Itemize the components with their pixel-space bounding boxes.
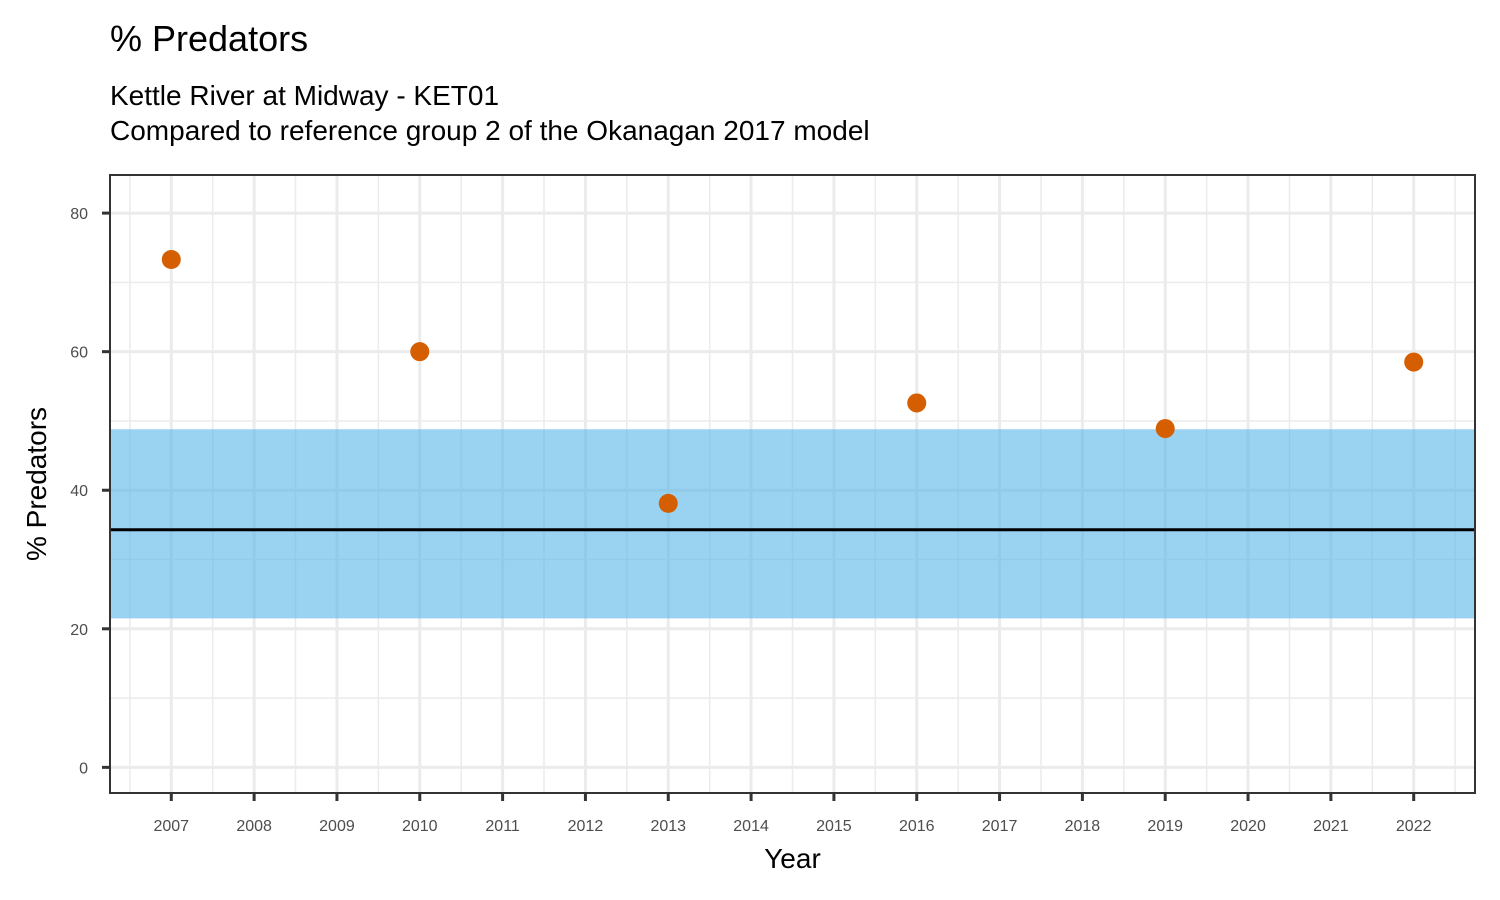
x-tick-label: 2011	[485, 818, 520, 835]
data-point	[658, 493, 678, 513]
y-axis: 0 20 40 60 80	[70, 206, 110, 777]
chart-subtitle-site: Kettle River at Midway - KET01	[110, 80, 500, 111]
x-axis-title: Year	[764, 843, 821, 874]
x-tick-label: 2012	[568, 818, 604, 835]
y-tick-label: 20	[70, 622, 88, 639]
data-point	[161, 250, 181, 270]
y-tick-label: 60	[70, 345, 88, 362]
x-tick-label: 2018	[1065, 818, 1101, 835]
x-tick-label: 2009	[319, 818, 355, 835]
x-tick-label: 2007	[153, 818, 189, 835]
y-tick-label: 0	[79, 760, 88, 777]
data-point	[907, 393, 927, 413]
x-tick-label: 2022	[1396, 818, 1432, 835]
data-point	[1155, 419, 1175, 439]
y-axis-title: % Predators	[21, 407, 52, 561]
y-tick-label: 80	[70, 206, 88, 223]
x-tick-label: 2008	[236, 818, 272, 835]
x-tick-label: 2017	[982, 818, 1018, 835]
panel-border	[109, 174, 1476, 794]
chart-subtitle-reference: Compared to reference group 2 of the Oka…	[110, 115, 870, 146]
data-points	[161, 250, 1424, 513]
x-tick-label: 2015	[816, 818, 852, 835]
x-tick-label: 2010	[402, 818, 438, 835]
data-point	[1404, 352, 1424, 372]
x-tick-label: 2019	[1147, 818, 1183, 835]
y-tick-label: 40	[70, 483, 88, 500]
x-tick-label: 2021	[1313, 818, 1349, 835]
chart-title: % Predators	[110, 18, 309, 59]
x-axis: 2007 2008 2009 2010 2011 2012 2013 2014 2015 2016…	[153, 793, 1432, 835]
x-tick-label: 2013	[650, 818, 686, 835]
data-point	[410, 342, 430, 362]
reference-band	[110, 429, 1475, 619]
x-tick-label: 2020	[1230, 818, 1266, 835]
x-tick-label: 2016	[899, 818, 935, 835]
x-tick-label: 2014	[733, 818, 769, 835]
